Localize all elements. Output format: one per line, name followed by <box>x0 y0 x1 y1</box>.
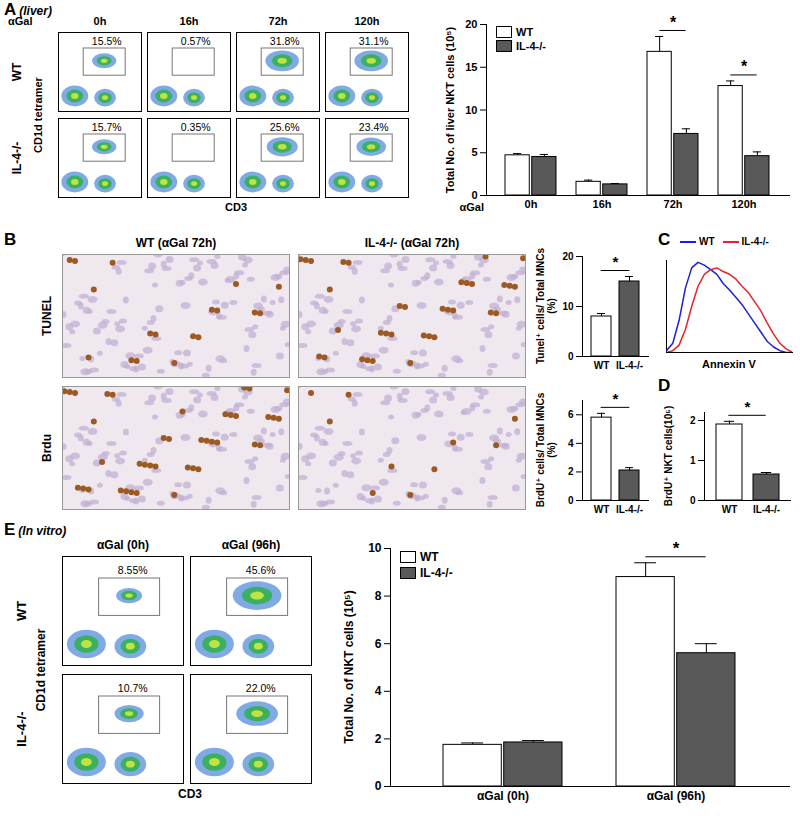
svg-text:*: * <box>745 398 751 415</box>
svg-text:15: 15 <box>465 61 477 73</box>
svg-text:16h: 16h <box>593 198 612 210</box>
svg-text:45.6%: 45.6% <box>246 564 276 576</box>
svg-text:IL-4-/-: IL-4-/- <box>753 504 780 515</box>
html-text:Total No. of NKT cells (10⁵): Total No. of NKT cells (10⁵) <box>342 590 357 744</box>
html-text:IL-4-/- (αGal 72h): IL-4-/- (αGal 72h) <box>364 236 460 250</box>
html-text:Total No. of liver NKT cells (: Total No. of liver NKT cells (10⁵) <box>444 26 456 193</box>
html-text:Annexin V: Annexin V <box>702 358 756 370</box>
svg-text:120h: 120h <box>731 198 756 210</box>
html-text:IL-4-/-: IL-4-/- <box>741 236 769 247</box>
html-text:WT (αGal 72h): WT (αGal 72h) <box>135 236 217 250</box>
svg-text:0: 0 <box>375 779 382 793</box>
svg-text:0: 0 <box>568 495 574 506</box>
svg-text:*: * <box>613 390 619 407</box>
html-text:CD1d tetramer: CD1d tetramer <box>34 628 49 712</box>
svg-text:0: 0 <box>471 189 477 201</box>
svg-text:0.57%: 0.57% <box>181 35 211 47</box>
svg-text:15.7%: 15.7% <box>92 121 122 133</box>
svg-text:10: 10 <box>368 541 382 555</box>
svg-text:31.1%: 31.1% <box>359 35 389 47</box>
svg-text:αGal (0h): αGal (0h) <box>477 789 529 803</box>
svg-text:WT: WT <box>722 504 738 515</box>
html-text:αGal (96h): αGal (96h) <box>221 538 281 552</box>
html-text:αGal: αGal <box>8 15 33 27</box>
svg-text:0.35%: 0.35% <box>181 121 211 133</box>
svg-text:10.7%: 10.7% <box>118 682 148 694</box>
svg-text:8.55%: 8.55% <box>118 564 148 576</box>
svg-text:6: 6 <box>375 637 382 651</box>
html-text:WT: WT <box>420 550 439 564</box>
html-text:αGal (0h): αGal (0h) <box>97 538 149 552</box>
svg-text:5: 5 <box>471 146 477 158</box>
html-text:72h: 72h <box>268 15 288 27</box>
svg-text:6: 6 <box>568 409 574 420</box>
svg-text:2: 2 <box>568 466 574 477</box>
svg-text:1: 1 <box>690 455 696 466</box>
html-text:CD3: CD3 <box>225 201 247 213</box>
svg-text:0: 0 <box>690 495 696 506</box>
svg-text:WT: WT <box>594 360 610 371</box>
svg-text:2: 2 <box>375 732 382 746</box>
html-text:WT: WT <box>699 236 715 247</box>
svg-text:10: 10 <box>465 104 477 116</box>
svg-text:8: 8 <box>375 589 382 603</box>
svg-text:αGal (96h): αGal (96h) <box>647 789 706 803</box>
html-text:C: C <box>658 230 671 249</box>
html-text:IL-4-/-: IL-4-/- <box>10 141 25 175</box>
html-text:BrdU⁺ cells/ Total MNCs (%): BrdU⁺ cells/ Total MNCs (%) <box>535 392 557 508</box>
html-text:Tunel⁺ cells/ Total MNCs (%): Tunel⁺ cells/ Total MNCs (%) <box>535 248 557 364</box>
svg-text:*: * <box>741 58 748 75</box>
svg-text:4: 4 <box>375 684 382 698</box>
svg-text:*: * <box>673 539 680 558</box>
svg-text:4: 4 <box>568 438 574 449</box>
svg-text:0: 0 <box>568 351 574 362</box>
html-text:A(liver): A(liver) <box>4 0 52 19</box>
html-text:120h: 120h <box>354 15 380 27</box>
svg-text:31.8%: 31.8% <box>270 35 300 47</box>
html-text:TUNEL: TUNEL <box>40 296 55 336</box>
svg-text:*: * <box>613 253 619 270</box>
svg-text:20: 20 <box>562 251 574 262</box>
html-text:16h: 16h <box>179 15 199 27</box>
svg-text:20: 20 <box>465 18 477 30</box>
svg-text:IL-4-/-: IL-4-/- <box>616 504 643 515</box>
html-text:D: D <box>658 376 671 395</box>
html-text:Brdu: Brdu <box>40 434 55 462</box>
svg-text:10: 10 <box>562 301 574 312</box>
html-text:BrdU⁺ NKT cells(10⁵): BrdU⁺ NKT cells(10⁵) <box>662 405 674 507</box>
html-text:WT: WT <box>13 600 29 622</box>
html-text:CD3: CD3 <box>178 787 202 801</box>
svg-text:22.0%: 22.0% <box>246 682 276 694</box>
svg-text:23.4%: 23.4% <box>359 121 389 133</box>
html-text:WT: WT <box>10 62 25 82</box>
svg-text:15.5%: 15.5% <box>92 35 122 47</box>
html-text:αGal: αGal <box>459 201 484 213</box>
html-text:IL-4-/-: IL-4-/- <box>13 711 29 747</box>
html-text:IL-4-/-: IL-4-/- <box>420 566 453 580</box>
svg-text:0h: 0h <box>525 198 538 210</box>
html-text:0h: 0h <box>93 15 107 27</box>
html-text:B: B <box>4 230 17 249</box>
svg-text:IL-4-/-: IL-4-/- <box>616 360 643 371</box>
svg-text:72h: 72h <box>664 198 683 210</box>
html-text:E(In vitro): E(In vitro) <box>4 520 67 539</box>
svg-text:2: 2 <box>690 415 696 426</box>
svg-text:WT: WT <box>594 504 610 515</box>
html-text:CD1d tetramer: CD1d tetramer <box>32 77 44 153</box>
svg-text:*: * <box>670 14 677 31</box>
svg-text:25.6%: 25.6% <box>270 121 300 133</box>
html-text:IL-4-/-: IL-4-/- <box>516 40 546 52</box>
html-text:WT: WT <box>516 26 534 38</box>
